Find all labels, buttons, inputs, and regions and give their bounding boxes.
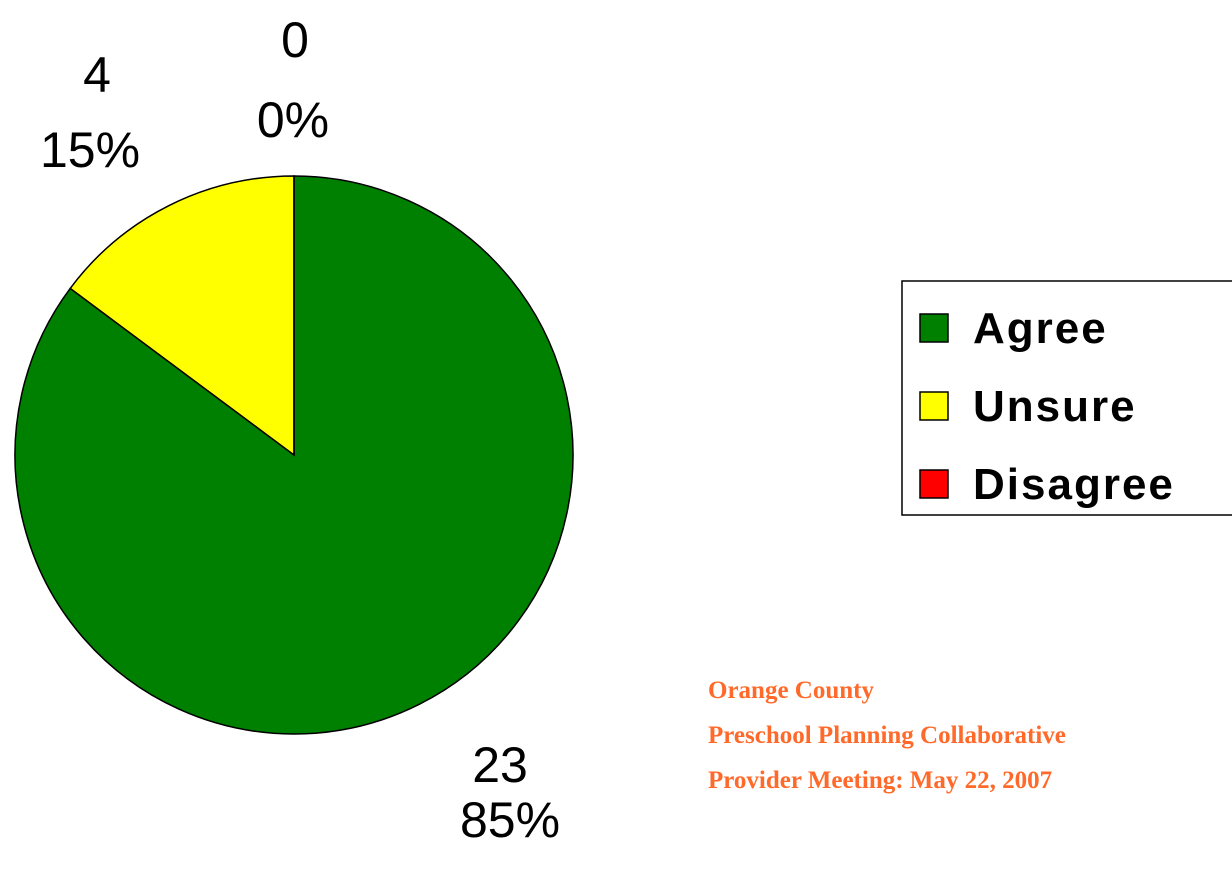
percent-label: 0% xyxy=(257,92,329,148)
legend-swatch xyxy=(919,391,949,421)
percent-label: 85% xyxy=(460,792,560,848)
data-label: 23 xyxy=(472,737,528,793)
legend-label: Disagree xyxy=(973,460,1175,509)
footer-text: Orange County xyxy=(708,677,874,704)
data-label: 4 xyxy=(83,47,111,103)
pie-slice xyxy=(69,175,295,457)
legend-label: Unsure xyxy=(973,382,1137,431)
footer-text: Preschool Planning Collaborative xyxy=(708,722,1066,749)
legend-swatch xyxy=(919,469,949,499)
percent-label: 15% xyxy=(40,122,140,178)
legend-swatch xyxy=(919,313,949,343)
footer-text: Provider Meeting: May 22, 2007 xyxy=(708,767,1052,794)
legend-label: Agree xyxy=(973,304,1108,353)
data-label: 0 xyxy=(281,12,309,68)
legend-box xyxy=(901,280,1232,516)
pie-slice xyxy=(14,175,574,735)
